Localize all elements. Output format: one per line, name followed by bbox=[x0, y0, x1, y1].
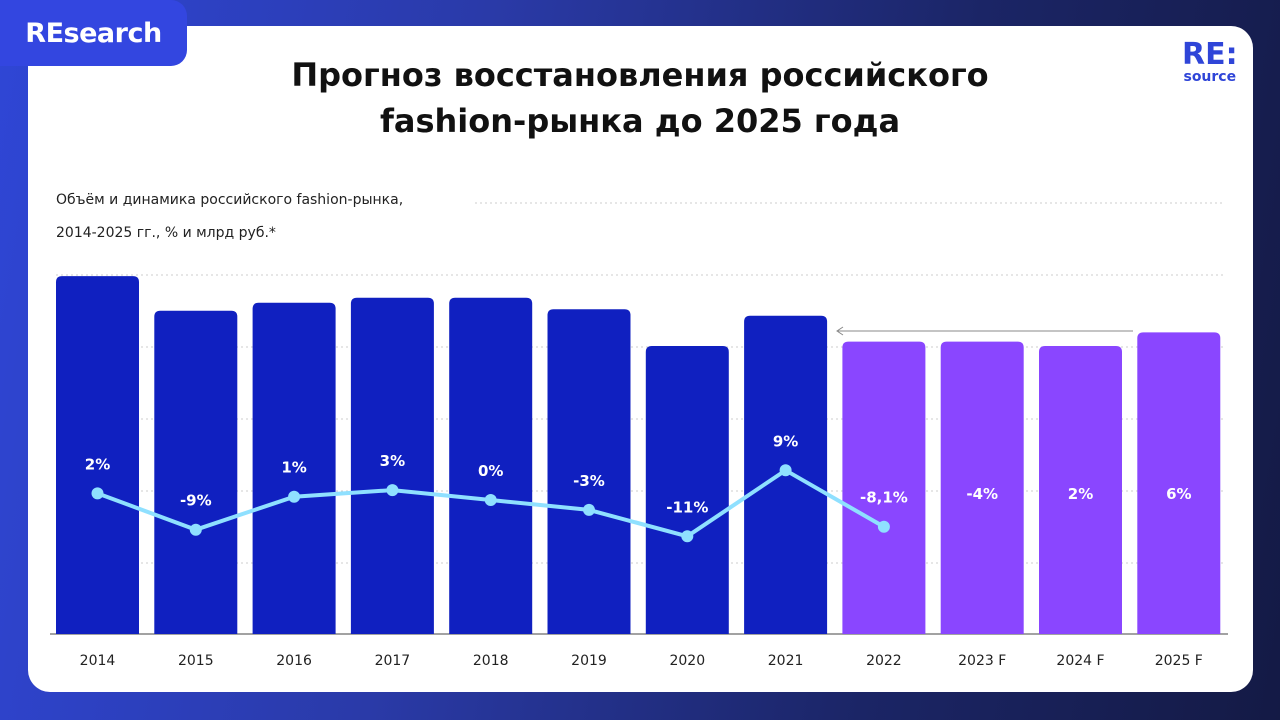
growth-label: 3% bbox=[380, 452, 405, 470]
x-tick-label: 2024 F bbox=[1056, 653, 1104, 669]
x-tick-label: 2025 F bbox=[1155, 653, 1203, 669]
growth-point bbox=[288, 490, 301, 503]
growth-label: -9% bbox=[180, 492, 212, 510]
growth-label: -8,1% bbox=[860, 489, 908, 507]
bar bbox=[154, 310, 238, 634]
x-tick-label: 2023 F bbox=[958, 653, 1006, 669]
x-tick-label: 2021 bbox=[768, 653, 804, 669]
bar bbox=[350, 297, 434, 634]
x-tick-label: 2019 bbox=[571, 653, 607, 669]
x-tick-label: 2015 bbox=[178, 653, 214, 669]
bar bbox=[645, 346, 729, 634]
growth-label: 9% bbox=[773, 432, 798, 450]
growth-point bbox=[877, 520, 890, 533]
x-tick-label: 2016 bbox=[276, 653, 312, 669]
x-tick-label: 2014 bbox=[80, 653, 116, 669]
x-tick-label: 2020 bbox=[669, 653, 705, 669]
subtitle-line-2: 2014-2025 гг., % и млрд руб.* bbox=[56, 225, 276, 241]
chart-subtitle: Объём и динамика российского fashion-рын… bbox=[56, 184, 476, 250]
growth-label: 2% bbox=[1068, 485, 1093, 503]
bar bbox=[56, 276, 139, 634]
arrow-head-icon bbox=[836, 326, 844, 336]
growth-point bbox=[681, 530, 694, 543]
page-title: Прогноз восстановления российского fashio… bbox=[240, 52, 1040, 144]
resource-logo: RE: source bbox=[1182, 37, 1238, 85]
growth-label: -11% bbox=[666, 498, 708, 516]
bar bbox=[449, 297, 533, 634]
growth-point bbox=[189, 523, 202, 536]
subtitle-line-1: Объём и динамика российского fashion-рын… bbox=[56, 192, 404, 208]
growth-point bbox=[386, 484, 399, 497]
growth-label: 0% bbox=[478, 462, 503, 480]
bar bbox=[842, 341, 926, 634]
growth-label: 6% bbox=[1166, 485, 1191, 503]
growth-label: -4% bbox=[966, 485, 998, 503]
x-tick-label: 2018 bbox=[473, 653, 509, 669]
growth-label: -3% bbox=[573, 472, 605, 490]
logo-top: RE: bbox=[1182, 37, 1238, 72]
bar bbox=[252, 302, 336, 634]
title-line-1: Прогноз восстановления российского bbox=[291, 56, 989, 94]
growth-point bbox=[779, 464, 792, 477]
growth-point bbox=[484, 494, 497, 506]
bar bbox=[547, 309, 631, 634]
research-badge: REsearch bbox=[0, 0, 187, 66]
x-tick-label: 2017 bbox=[375, 653, 411, 669]
growth-label: 1% bbox=[281, 459, 306, 477]
growth-point bbox=[91, 487, 104, 500]
bar bbox=[940, 341, 1024, 634]
logo-bottom: source bbox=[1183, 69, 1237, 85]
title-line-2: fashion-рынка до 2025 года bbox=[379, 102, 901, 140]
bar bbox=[1039, 346, 1122, 634]
growth-point bbox=[583, 503, 595, 516]
bar bbox=[1137, 332, 1221, 634]
growth-label: 2% bbox=[85, 455, 110, 473]
x-tick-label: 2022 bbox=[866, 653, 902, 669]
